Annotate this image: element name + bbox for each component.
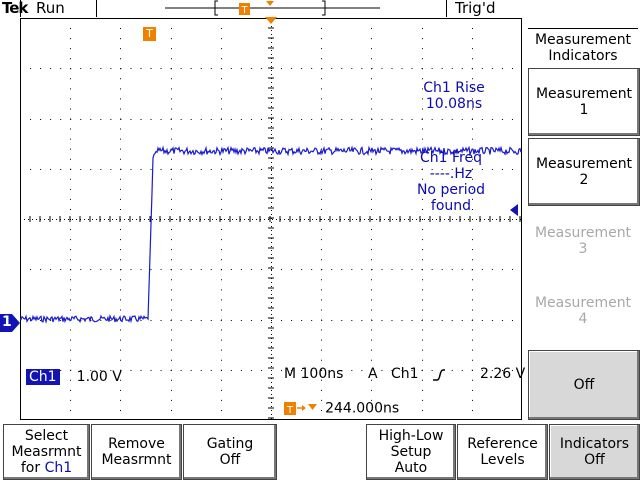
topbar-divider-mid bbox=[96, 0, 97, 17]
ch1-ground-label: 1 bbox=[2, 314, 12, 330]
tek-logo: Tek bbox=[2, 0, 28, 17]
trigger-level-marker bbox=[510, 204, 518, 216]
measurement-1-label: Measurement bbox=[535, 86, 633, 102]
rising-edge-icon bbox=[433, 369, 445, 381]
remove-label: Remove bbox=[108, 436, 165, 452]
acquisition-state: Run bbox=[36, 0, 65, 17]
indicators-off-label: Off bbox=[573, 377, 595, 393]
measurement-1-number: 1 bbox=[579, 102, 589, 118]
measurement-2-button[interactable]: Measurement 2 bbox=[528, 138, 640, 206]
freq-value: ----.Hz bbox=[429, 166, 473, 182]
reference-label: Reference bbox=[467, 436, 538, 452]
indicators-off-button[interactable]: Indicators Off bbox=[549, 424, 640, 480]
volts-per-div: 1.00 V bbox=[76, 369, 122, 385]
trigger-offset-readout: T 244.000ns bbox=[284, 398, 399, 417]
trigger-point-arrow bbox=[265, 17, 277, 24]
freq-message-line2: found bbox=[430, 198, 472, 214]
measurement-4-label: Measurement bbox=[534, 295, 632, 311]
levels-label: Levels bbox=[480, 452, 525, 468]
gating-button[interactable]: Gating Off bbox=[183, 424, 277, 480]
reference-levels-button[interactable]: Reference Levels bbox=[457, 424, 548, 480]
measurement-4-number: 4 bbox=[578, 311, 588, 327]
topbar-divider-right bbox=[446, 0, 447, 17]
svg-text:T: T bbox=[286, 405, 294, 416]
measurement-4-button[interactable]: Measurement 4 bbox=[528, 278, 638, 344]
trigger-status: Trig'd bbox=[455, 0, 496, 17]
measurement-3-number: 3 bbox=[578, 241, 588, 257]
setup-label: Setup bbox=[390, 444, 432, 460]
ch1-trace bbox=[20, 145, 522, 324]
rise-readout: Ch1 Rise 10.08ns bbox=[402, 80, 506, 112]
freq-label: Ch1 Freq bbox=[420, 150, 482, 166]
measurement-1-button[interactable]: Measurement 1 bbox=[528, 68, 640, 136]
high-low-setup-button[interactable]: High-Low Setup Auto bbox=[366, 424, 456, 480]
timebase-readout: M 100ns bbox=[284, 366, 344, 382]
freq-message-line1: No period bbox=[416, 182, 486, 198]
svg-text:T: T bbox=[240, 5, 248, 16]
high-low-label: High-Low bbox=[378, 428, 444, 444]
ch1-ground-marker[interactable] bbox=[0, 313, 22, 333]
measurement-3-label: Measurement bbox=[534, 225, 632, 241]
trigger-mode: A bbox=[368, 366, 378, 382]
side-menu-title-line2: Indicators bbox=[548, 48, 618, 64]
topbar-divider-left bbox=[20, 0, 21, 17]
select-label: Select bbox=[24, 428, 69, 444]
indicators-label: Indicators bbox=[559, 436, 630, 452]
trigger-source: Ch1 bbox=[391, 366, 419, 382]
side-menu-title: Measurement Indicators bbox=[528, 28, 638, 67]
high-low-value: Auto bbox=[394, 460, 428, 476]
rise-label: Ch1 Rise bbox=[423, 80, 485, 96]
gating-label: Gating bbox=[206, 436, 254, 452]
trigger-offset-icon: T bbox=[284, 401, 317, 416]
ch1-text: Ch1 bbox=[44, 460, 73, 476]
remove-measurement-button[interactable]: Remove Measrmnt bbox=[91, 424, 182, 480]
record-view-indicator: T bbox=[165, 0, 380, 16]
rise-value: 10.08ns bbox=[425, 96, 483, 112]
trigger-position-marker[interactable]: T bbox=[143, 27, 156, 41]
remove-measrmnt-label: Measrmnt bbox=[101, 452, 172, 468]
indicators-off-side-button[interactable]: Off bbox=[528, 350, 640, 420]
measurement-3-button[interactable]: Measurement 3 bbox=[528, 208, 638, 274]
channel-status: Ch1 1.00 V bbox=[26, 366, 122, 385]
for-ch1-label: for Ch1 bbox=[21, 460, 72, 476]
gating-value: Off bbox=[219, 452, 241, 468]
indicators-value: Off bbox=[584, 452, 605, 468]
measrmnt-label: Measrmnt bbox=[11, 444, 82, 460]
graticule bbox=[20, 18, 522, 420]
select-measurement-button[interactable]: Select Measrmnt for Ch1 bbox=[3, 424, 90, 480]
trigger-level: 2.26 V bbox=[480, 366, 526, 382]
waveform-display[interactable] bbox=[20, 18, 522, 420]
side-menu-title-line1: Measurement bbox=[534, 32, 632, 48]
measurement-2-number: 2 bbox=[579, 172, 589, 188]
freq-readout: Ch1 Freq ----.Hz No period found bbox=[396, 150, 506, 214]
trigger-offset-value: 244.000ns bbox=[325, 400, 400, 417]
ch1-badge: Ch1 bbox=[26, 369, 60, 385]
for-text: for bbox=[20, 460, 45, 476]
measurement-2-label: Measurement bbox=[535, 156, 633, 172]
